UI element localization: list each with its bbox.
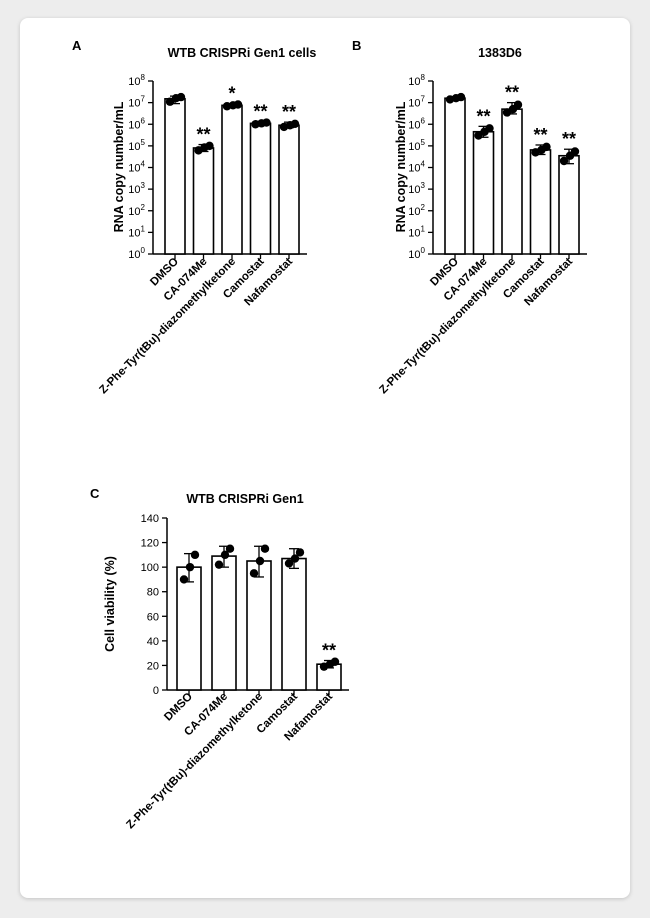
- bar-3: [249, 122, 272, 255]
- significance-label: **: [196, 125, 210, 145]
- bar-0: [164, 98, 186, 255]
- y-tick-label: 104: [408, 160, 425, 175]
- y-tick-label: 140: [141, 513, 159, 525]
- significance-label: **: [282, 102, 296, 122]
- significance-label: *: [228, 84, 235, 104]
- y-tick-label: 100: [128, 246, 145, 261]
- data-point: [559, 156, 569, 166]
- data-point: [214, 560, 224, 569]
- y-tick-label: 60: [147, 611, 159, 623]
- data-point: [255, 556, 265, 566]
- bar-2: [221, 104, 243, 255]
- y-tick-label: 104: [128, 160, 145, 175]
- chart-panel-c: C WTB CRISPRi Gen1 Cell viability (%) 0 20 40…: [90, 486, 349, 831]
- significance-label: **: [562, 129, 576, 149]
- x-tick-label: Z-Phe-Tyr(tBu)-diazomethylketone: [124, 691, 265, 832]
- significance-label: **: [253, 101, 267, 121]
- panel-label: B: [352, 38, 361, 53]
- y-tick-label: 107: [408, 95, 425, 110]
- y-tick-label: 102: [128, 203, 145, 218]
- data-point: [456, 92, 466, 102]
- y-tick-label: 105: [408, 138, 425, 153]
- y-tick-label: 100: [408, 246, 425, 261]
- y-axis-label: Cell viability (%): [103, 556, 117, 652]
- figure-card: [20, 18, 630, 898]
- y-axis-label: RNA copy number/mL: [112, 101, 126, 232]
- panel-label: A: [72, 38, 82, 53]
- bar-2: [501, 108, 523, 255]
- y-tick-label: 106: [128, 116, 145, 131]
- bar-0: [176, 566, 202, 691]
- data-point: [290, 554, 300, 563]
- significance-label: **: [533, 125, 547, 145]
- data-point: [249, 569, 259, 578]
- x-tick-label: DMSO: [162, 691, 195, 724]
- significance-label: **: [505, 83, 519, 103]
- bar-3: [529, 149, 552, 255]
- significance-label: **: [476, 106, 490, 126]
- y-tick-label: 105: [128, 138, 145, 153]
- data-point: [220, 550, 230, 560]
- data-point: [290, 119, 300, 128]
- bar-1: [211, 555, 237, 691]
- bar-4: [558, 154, 580, 255]
- y-tick-label: 101: [408, 224, 425, 239]
- data-point: [185, 562, 195, 572]
- data-point: [179, 575, 189, 584]
- bar-4: [278, 124, 300, 255]
- y-tick-label: 80: [147, 587, 159, 599]
- y-tick-label: 101: [128, 224, 145, 239]
- data-point: [233, 100, 243, 109]
- y-tick-label: 100: [141, 562, 159, 574]
- y-tick-label: 106: [408, 116, 425, 131]
- data-point: [570, 147, 580, 156]
- chart-title: WTB CRISPRi Gen1 cells: [168, 46, 317, 60]
- data-point: [542, 142, 551, 152]
- bar-0: [444, 97, 466, 255]
- y-tick-label: 108: [408, 73, 425, 88]
- data-point: [262, 118, 271, 127]
- data-point: [485, 124, 494, 133]
- data-point: [330, 657, 340, 666]
- bar-1: [192, 147, 215, 255]
- data-point: [260, 544, 270, 553]
- data-point: [474, 131, 483, 140]
- data-point: [225, 544, 235, 553]
- bar-3: [281, 557, 307, 691]
- y-tick-label: 40: [147, 636, 159, 648]
- y-axis-label: RNA copy number/mL: [394, 101, 408, 232]
- y-tick-label: 108: [128, 73, 145, 88]
- y-tick-label: 120: [141, 538, 159, 550]
- y-tick-label: 103: [128, 181, 145, 196]
- data-point: [284, 559, 294, 568]
- y-tick-label: 0: [153, 685, 159, 697]
- bar-1: [472, 130, 495, 255]
- y-tick-label: 102: [408, 203, 425, 218]
- data-point: [190, 550, 200, 560]
- panel-label: C: [90, 486, 100, 501]
- significance-label: **: [322, 641, 336, 661]
- chart-title: 1383D6: [478, 46, 522, 60]
- data-point: [205, 141, 214, 151]
- data-point: [513, 100, 523, 109]
- y-tick-label: 103: [408, 181, 425, 196]
- chart-panel-a: A WTB CRISPRi Gen1 cells RNA copy number/m…: [72, 38, 316, 396]
- y-tick-label: 107: [128, 95, 145, 110]
- bar-2: [246, 560, 272, 691]
- y-tick-label: 20: [147, 660, 159, 672]
- data-point: [295, 548, 305, 557]
- data-point: [176, 92, 186, 102]
- chart-title: WTB CRISPRi Gen1: [186, 492, 303, 506]
